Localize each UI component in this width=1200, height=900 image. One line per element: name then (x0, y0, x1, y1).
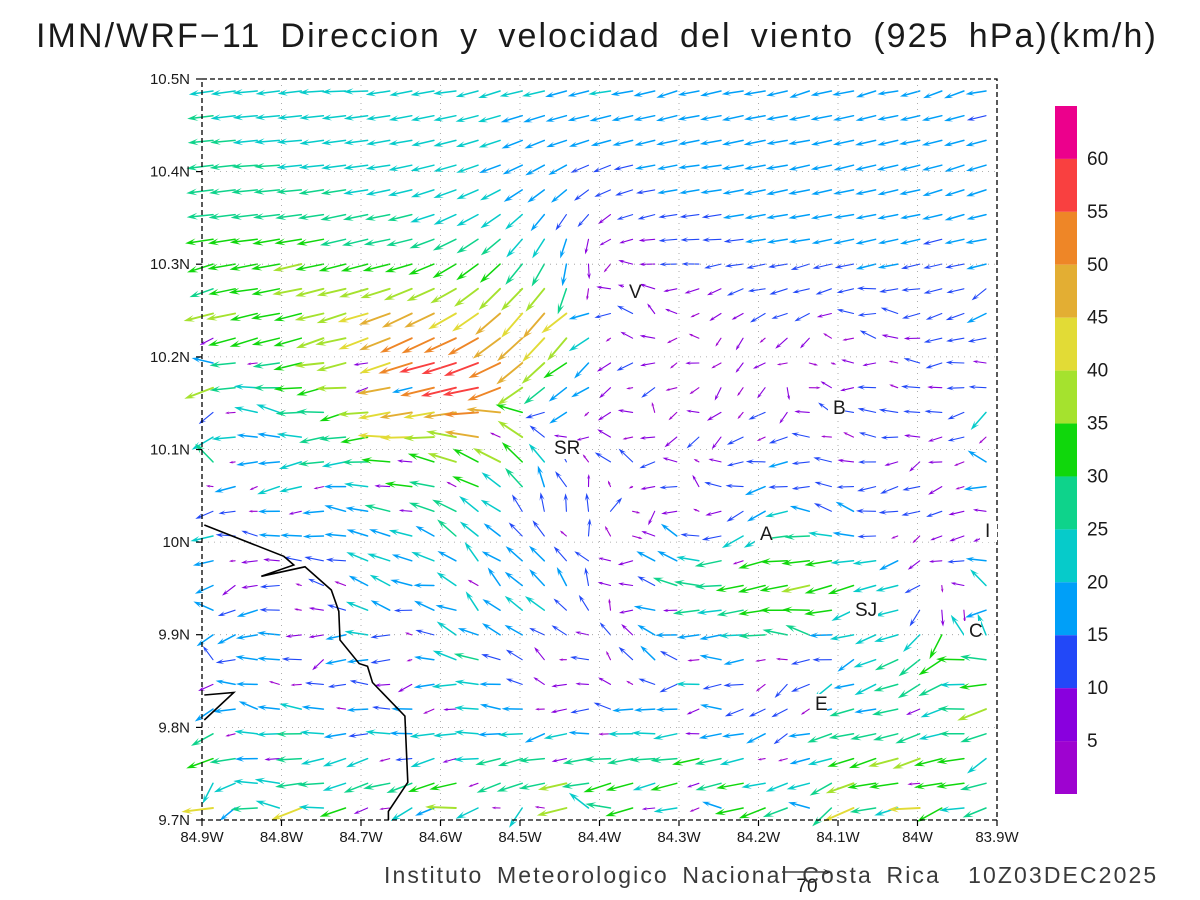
svg-text:10: 10 (1087, 678, 1108, 699)
svg-text:I: I (985, 521, 990, 542)
svg-text:C: C (969, 621, 983, 642)
svg-text:25: 25 (1087, 519, 1108, 540)
svg-text:84.5W: 84.5W (498, 829, 542, 846)
svg-text:50: 50 (1087, 255, 1108, 276)
svg-text:84.9W: 84.9W (180, 829, 224, 846)
svg-text:10.1N: 10.1N (150, 442, 190, 459)
svg-text:V: V (629, 282, 642, 303)
svg-text:15: 15 (1087, 625, 1108, 646)
svg-text:45: 45 (1087, 308, 1108, 329)
svg-text:84.4W: 84.4W (578, 829, 622, 846)
svg-text:20: 20 (1087, 572, 1108, 593)
svg-text:10.2N: 10.2N (150, 349, 190, 366)
svg-text:83.9W: 83.9W (975, 829, 1019, 846)
svg-text:5: 5 (1087, 731, 1098, 752)
svg-text:84.6W: 84.6W (419, 829, 463, 846)
svg-text:84W: 84W (902, 829, 934, 846)
svg-text:84.3W: 84.3W (657, 829, 701, 846)
svg-text:60: 60 (1087, 149, 1108, 170)
svg-text:35: 35 (1087, 414, 1108, 435)
svg-text:A: A (760, 524, 773, 545)
svg-text:10N: 10N (162, 534, 190, 551)
svg-text:9.8N: 9.8N (158, 719, 190, 736)
svg-text:84.1W: 84.1W (816, 829, 860, 846)
svg-text:E: E (815, 694, 828, 715)
svg-text:30: 30 (1087, 467, 1108, 488)
svg-text:10.5N: 10.5N (150, 71, 190, 88)
svg-text:55: 55 (1087, 202, 1108, 223)
svg-text:40: 40 (1087, 361, 1108, 382)
svg-text:B: B (833, 398, 846, 419)
svg-text:10.3N: 10.3N (150, 256, 190, 273)
svg-text:SR: SR (554, 438, 580, 459)
svg-text:84.2W: 84.2W (737, 829, 781, 846)
svg-text:SJ: SJ (855, 600, 877, 621)
svg-text:9.9N: 9.9N (158, 627, 190, 644)
svg-text:10.4N: 10.4N (150, 164, 190, 181)
svg-text:84.8W: 84.8W (260, 829, 304, 846)
svg-text:84.7W: 84.7W (339, 829, 383, 846)
svg-text:9.7N: 9.7N (158, 812, 190, 829)
